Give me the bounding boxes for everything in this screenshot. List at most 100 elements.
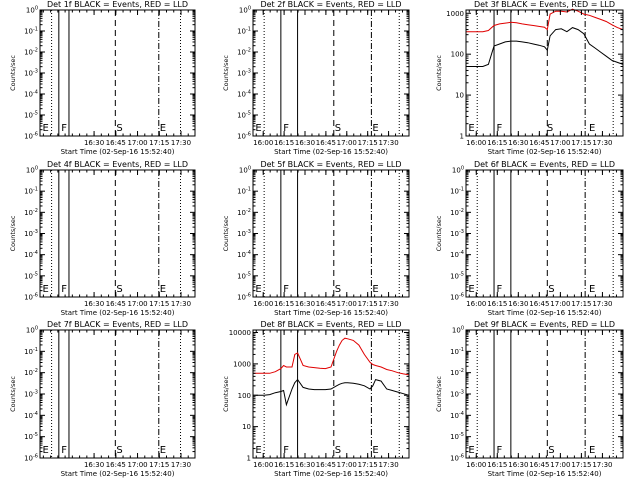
y-tick-label: 100 xyxy=(239,166,251,175)
x-tick-label: 17:30 xyxy=(592,461,612,469)
event-marker-s: S xyxy=(116,123,122,134)
x-tick-label: 16:15 xyxy=(487,139,507,147)
event-marker-e: E xyxy=(468,284,474,295)
x-tick-label: 16:15 xyxy=(487,461,507,469)
y-tick-label: 10-1 xyxy=(450,347,464,356)
x-tick-label: 16:15 xyxy=(274,139,294,147)
event-marker-e: E xyxy=(160,284,166,295)
x-tick-label: 17:15 xyxy=(149,139,169,147)
y-tick-label: 1 xyxy=(247,455,251,463)
panel-det-5f: Det 5f BLACK = Events, RED = LLD E F S E 100 1… xyxy=(222,160,410,317)
event-marker-s: S xyxy=(548,284,554,295)
y-tick-label: 10-5 xyxy=(450,271,464,280)
x-axis-label: Start Time (02-Sep-16 15:52:40) xyxy=(488,148,602,156)
x-tick-label: 17:00 xyxy=(127,139,147,147)
y-tick-label: 10-6 xyxy=(237,132,251,141)
y-tick-label: 10-2 xyxy=(450,368,464,377)
x-axis-label: Start Time (02-Sep-16 15:52:40) xyxy=(274,470,388,478)
x-tick-label: 16:15 xyxy=(274,300,294,308)
events-series-line xyxy=(466,27,624,67)
x-tick-label: 17:00 xyxy=(337,139,357,147)
x-tick-label: 17:30 xyxy=(378,461,398,469)
x-axis-label: Start Time (02-Sep-16 15:52:40) xyxy=(61,148,175,156)
x-tick-label: 17:15 xyxy=(358,461,378,469)
x-tick-label: 16:00 xyxy=(253,300,273,308)
event-marker-e: E xyxy=(160,445,166,456)
x-tick-label: 17:15 xyxy=(571,139,591,147)
lld-series-line xyxy=(253,337,410,376)
y-tick-label: 10-3 xyxy=(24,69,38,78)
event-marker-e: E xyxy=(372,445,378,456)
y-tick-label: 100 xyxy=(451,51,464,59)
y-tick-label: 10-4 xyxy=(24,250,38,259)
plot-frame xyxy=(252,169,410,298)
x-tick-label: 17:00 xyxy=(550,461,570,469)
x-tick-label: 16:00 xyxy=(466,139,486,147)
panel-title: Det 1f BLACK = Events, RED = LLD xyxy=(47,0,188,9)
y-axis-label: Counts/sec xyxy=(222,376,230,412)
y-tick-label: 1000 xyxy=(446,10,464,18)
y-tick-label: 100 xyxy=(238,392,251,400)
event-marker-f: F xyxy=(283,445,289,456)
x-tick-label: 17:00 xyxy=(337,461,357,469)
y-tick-label: 10-2 xyxy=(237,48,251,57)
y-tick-label: 10-1 xyxy=(24,347,38,356)
x-axis-label: Start Time (02-Sep-16 15:52:40) xyxy=(61,470,175,478)
event-marker-e: E xyxy=(42,284,48,295)
y-tick-label: 10-2 xyxy=(450,208,464,217)
x-tick-label: 17:30 xyxy=(171,300,191,308)
panel-det-7f: Det 7f BLACK = Events, RED = LLD E F S E 100 1… xyxy=(9,320,196,478)
y-tick-label: 10-6 xyxy=(24,132,38,141)
y-tick-label: 10-4 xyxy=(237,250,251,259)
panel-det-9f: Det 9f BLACK = Events, RED = LLD E F S E 100 1… xyxy=(435,320,624,478)
y-tick-label: 10-2 xyxy=(237,208,251,217)
x-tick-label: 17:15 xyxy=(571,461,591,469)
x-tick-label: 16:00 xyxy=(253,461,273,469)
x-tick-label: 17:15 xyxy=(149,461,169,469)
event-marker-s: S xyxy=(116,284,122,295)
y-tick-label: 10-5 xyxy=(237,271,251,280)
panel-det-2f: Det 2f BLACK = Events, RED = LLD E F S E 100 1… xyxy=(222,0,410,156)
x-tick-label: 16:30 xyxy=(508,461,528,469)
x-tick-label: 16:30 xyxy=(508,300,528,308)
y-tick-label: 10-3 xyxy=(24,390,38,399)
x-tick-label: 17:30 xyxy=(378,300,398,308)
x-tick-label: 16:45 xyxy=(529,461,549,469)
event-marker-e: E xyxy=(468,123,474,134)
y-axis-label: Counts/sec xyxy=(9,215,17,251)
event-marker-f: F xyxy=(496,123,502,134)
y-tick-label: 10-2 xyxy=(24,208,38,217)
event-marker-e: E xyxy=(42,445,48,456)
plot-frame xyxy=(252,9,410,137)
x-tick-label: 17:30 xyxy=(378,139,398,147)
x-tick-label: 17:00 xyxy=(127,461,147,469)
x-tick-label: 16:45 xyxy=(316,139,336,147)
event-marker-s: S xyxy=(116,445,122,456)
event-marker-f: F xyxy=(496,445,502,456)
y-axis-label: Counts/sec xyxy=(222,55,230,91)
y-axis-label: Counts/sec xyxy=(222,215,230,251)
x-tick-label: 16:45 xyxy=(106,139,126,147)
x-tick-label: 17:00 xyxy=(550,139,570,147)
x-tick-label: 16:15 xyxy=(274,461,294,469)
events-series-line xyxy=(253,378,410,407)
y-tick-label: 10-3 xyxy=(450,229,464,238)
panel-title: Det 5f BLACK = Events, RED = LLD xyxy=(260,160,401,169)
y-axis-label: Counts/sec xyxy=(9,376,17,412)
x-tick-label: 17:15 xyxy=(358,139,378,147)
x-tick-label: 16:00 xyxy=(466,461,486,469)
plot-frame xyxy=(39,169,196,298)
event-marker-f: F xyxy=(283,123,289,134)
event-marker-e: E xyxy=(372,123,378,134)
x-tick-label: 16:45 xyxy=(106,461,126,469)
y-axis-label: Counts/sec xyxy=(9,55,17,91)
y-axis-label: Counts/sec xyxy=(435,376,443,412)
y-tick-label: 10 xyxy=(242,423,251,431)
y-tick-label: 10-6 xyxy=(450,454,464,463)
x-tick-label: 17:00 xyxy=(337,300,357,308)
x-tick-label: 17:15 xyxy=(571,300,591,308)
event-marker-e: E xyxy=(255,445,261,456)
event-marker-e: E xyxy=(42,123,48,134)
